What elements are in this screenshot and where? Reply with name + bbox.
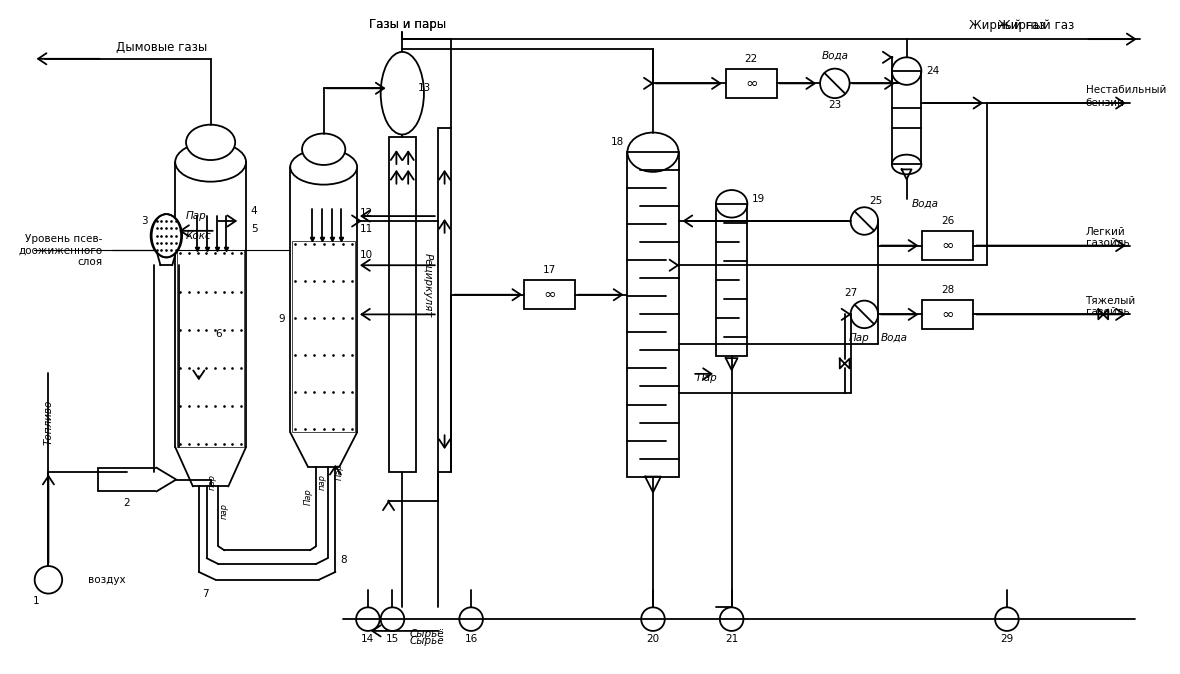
Bar [726,69,776,98]
Text: 25: 25 [870,196,883,206]
Ellipse shape [302,133,346,165]
Text: 4: 4 [251,206,257,216]
Text: Сырьё: Сырьё [409,629,444,639]
Text: ∞: ∞ [544,287,556,302]
Text: ∞: ∞ [745,76,758,91]
Text: ∞: ∞ [942,238,955,253]
Text: пар: пар [208,474,217,489]
Text: 12: 12 [360,208,373,218]
Text: 26: 26 [942,216,955,226]
Text: 5: 5 [251,224,257,234]
Bar [923,231,973,260]
Text: Уровень псев-
доожиженного
слоя: Уровень псев- доожиженного слоя [19,234,103,267]
Bar [923,300,973,329]
Text: 13: 13 [418,84,431,93]
Bar [388,137,417,472]
Text: 23: 23 [828,100,841,110]
Bar [177,251,244,447]
Polygon shape [157,468,176,491]
Text: ∞: ∞ [942,307,955,322]
Ellipse shape [175,142,245,182]
Text: Пар: Пар [186,211,206,221]
Text: Дымовые газы: Дымовые газы [116,40,206,53]
Text: 14: 14 [361,634,374,644]
Text: 2: 2 [124,498,130,508]
Ellipse shape [151,214,182,257]
Text: Жирный газ: Жирный газ [998,19,1075,32]
Text: газойль: газойль [1086,238,1129,247]
Text: Тяжелый: Тяжелый [1086,296,1136,305]
Text: 17: 17 [543,265,557,275]
Text: Пар: Пар [696,373,717,383]
Text: 3: 3 [142,216,148,226]
Bar [438,127,452,472]
Text: Нестабильный: Нестабильный [1086,85,1166,95]
Text: 28: 28 [942,285,955,295]
Ellipse shape [381,52,424,135]
Text: Пар: Пар [303,488,313,505]
Text: Рециркулят: Рециркулят [422,253,433,317]
Text: Пар: Пар [850,333,870,343]
Text: 22: 22 [745,54,758,64]
Text: 16: 16 [465,634,478,644]
Ellipse shape [186,125,235,160]
Text: 27: 27 [845,288,858,298]
Bar [716,204,747,356]
Text: 24: 24 [926,66,939,76]
Text: Жирный газ: Жирный газ [969,19,1045,32]
Text: 18: 18 [611,137,624,148]
Text: Вода: Вода [821,51,848,61]
Text: Газы и пары: Газы и пары [368,18,446,31]
Bar [524,280,576,309]
Text: Вода: Вода [911,199,938,209]
Text: 29: 29 [1001,634,1014,644]
Bar [892,71,922,164]
Text: Сырьё: Сырьё [409,636,444,646]
Bar [98,468,157,491]
Text: Легкий: Легкий [1086,227,1126,237]
Text: 6: 6 [215,329,222,339]
Ellipse shape [290,149,358,185]
Text: пар: пар [317,474,326,489]
Text: 7: 7 [203,588,209,599]
Text: бензин: бензин [1086,98,1125,108]
Text: Топливо: Топливо [44,400,53,446]
Text: газойль: газойль [1086,307,1129,317]
Text: 21: 21 [725,634,739,644]
Text: Кокс: Кокс [186,231,211,241]
Bar [293,241,355,432]
Text: 15: 15 [386,634,399,644]
Text: 10: 10 [360,251,373,260]
Bar [628,152,678,477]
Text: 9: 9 [278,314,286,324]
Text: 8: 8 [340,555,347,565]
Text: Вода: Вода [880,333,907,343]
Text: Пар: Пар [335,463,343,480]
Text: 19: 19 [753,194,766,204]
Text: 1: 1 [32,596,39,607]
Text: пар: пар [219,503,229,519]
Text: воздух: воздух [87,575,125,585]
Text: 11: 11 [360,224,373,234]
Text: Газы и пары: Газы и пары [368,18,446,31]
Text: 20: 20 [647,634,660,644]
